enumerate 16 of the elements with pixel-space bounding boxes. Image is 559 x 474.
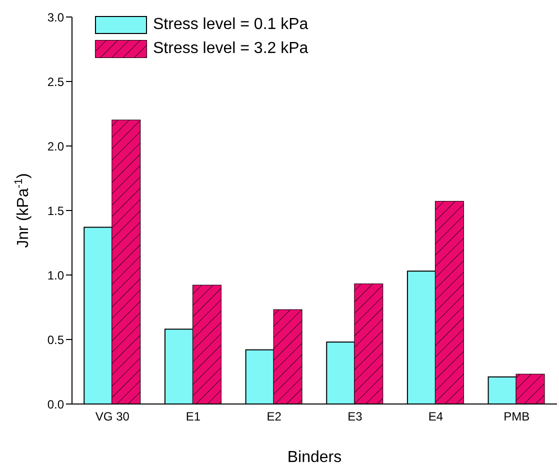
y-tick-label: 1.0	[47, 268, 64, 282]
y-tick-label: 0.0	[47, 397, 64, 412]
x-tick-label: VG 30	[95, 410, 130, 424]
x-tick-label: E4	[428, 410, 444, 424]
y-tick-label: 2.0	[47, 139, 64, 154]
x-tick-label: E1	[186, 410, 201, 424]
y-tick-label: 3.0	[47, 10, 64, 24]
y-tick-label: 0.5	[47, 332, 64, 347]
x-axis-title: Binders	[287, 449, 342, 466]
x-tick-label: PMB	[504, 410, 530, 424]
x-tick-label: E2	[266, 410, 282, 424]
y-tick-label: 1.5	[47, 204, 64, 218]
legend-label: Stress level = 0.1 kPa	[153, 15, 308, 35]
y-tick-label: 2.5	[47, 74, 64, 89]
legend-label: Stress level = 3.2 kPa	[153, 39, 308, 59]
x-tick-label: E3	[348, 410, 363, 424]
